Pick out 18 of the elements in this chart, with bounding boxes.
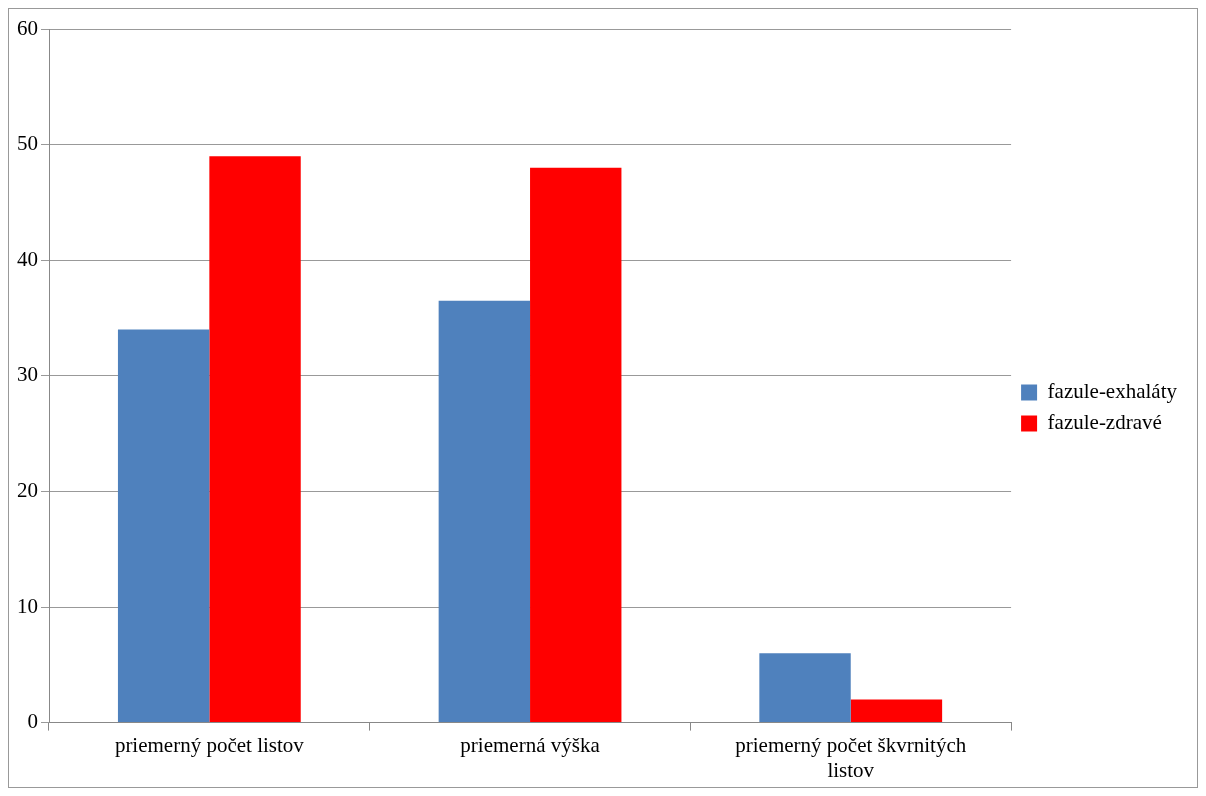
y-tick-label: 0 <box>27 709 38 734</box>
y-tick-label: 30 <box>17 362 38 387</box>
y-tick-label: 10 <box>17 593 38 618</box>
bar <box>209 156 301 723</box>
y-tick-label: 40 <box>17 246 38 271</box>
legend-label: fazule-exhaláty <box>1047 379 1178 404</box>
x-tick-label: priemerný počet škvrnitých listov <box>735 732 967 782</box>
x-tick-label: priemerná výška <box>460 732 601 757</box>
x-tick-label: priemerný počet listov <box>114 732 305 757</box>
bar <box>850 699 943 723</box>
y-tick-label: 60 <box>17 15 38 40</box>
bar <box>117 329 210 723</box>
bar <box>530 167 622 723</box>
y-tick-label: 20 <box>17 477 38 502</box>
bar <box>438 300 531 723</box>
bar <box>759 653 851 723</box>
y-tick-label: 50 <box>17 131 38 156</box>
legend-label: fazule-zdravé <box>1047 410 1162 435</box>
